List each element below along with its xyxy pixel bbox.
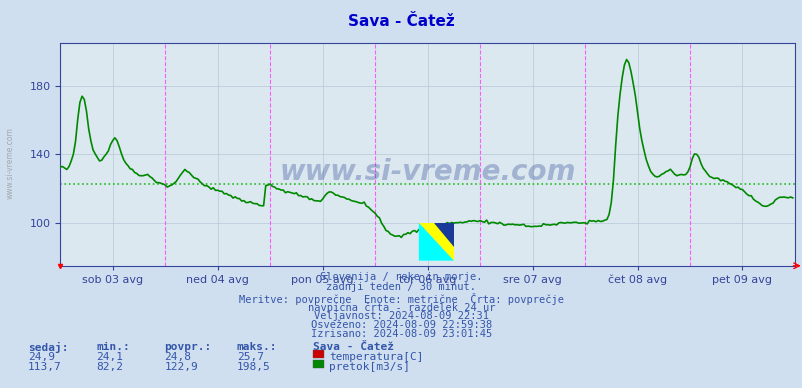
- Polygon shape: [419, 223, 453, 261]
- Text: zadnji teden / 30 minut.: zadnji teden / 30 minut.: [326, 282, 476, 293]
- Text: Osveženo: 2024-08-09 22:59:38: Osveženo: 2024-08-09 22:59:38: [310, 320, 492, 330]
- Text: 113,7: 113,7: [28, 362, 62, 372]
- Text: 82,2: 82,2: [96, 362, 124, 372]
- Text: Slovenija / reke in morje.: Slovenija / reke in morje.: [320, 272, 482, 282]
- Text: navpična črta - razdelek 24 ur: navpična črta - razdelek 24 ur: [307, 302, 495, 313]
- Polygon shape: [434, 223, 453, 247]
- Text: www.si-vreme.com: www.si-vreme.com: [6, 127, 15, 199]
- Text: 122,9: 122,9: [164, 362, 198, 372]
- Text: 24,9: 24,9: [28, 352, 55, 362]
- Text: Meritve: povprečne  Enote: metrične  Črta: povprečje: Meritve: povprečne Enote: metrične Črta:…: [239, 293, 563, 305]
- Text: pretok[m3/s]: pretok[m3/s]: [329, 362, 410, 372]
- Text: Veljavnost: 2024-08-09 22:31: Veljavnost: 2024-08-09 22:31: [314, 311, 488, 321]
- Text: 24,8: 24,8: [164, 352, 192, 362]
- Polygon shape: [419, 223, 453, 261]
- Text: temperatura[C]: temperatura[C]: [329, 352, 423, 362]
- Text: 25,7: 25,7: [237, 352, 264, 362]
- Text: min.:: min.:: [96, 342, 130, 352]
- Text: Sava - Čatež: Sava - Čatež: [348, 14, 454, 29]
- Text: maks.:: maks.:: [237, 342, 277, 352]
- Text: povpr.:: povpr.:: [164, 342, 212, 352]
- Text: 198,5: 198,5: [237, 362, 270, 372]
- Text: Sava - Čatež: Sava - Čatež: [313, 342, 394, 352]
- Text: Izrisano: 2024-08-09 23:01:45: Izrisano: 2024-08-09 23:01:45: [310, 329, 492, 339]
- Text: www.si-vreme.com: www.si-vreme.com: [279, 158, 575, 186]
- Text: 24,1: 24,1: [96, 352, 124, 362]
- Text: sedaj:: sedaj:: [28, 342, 68, 353]
